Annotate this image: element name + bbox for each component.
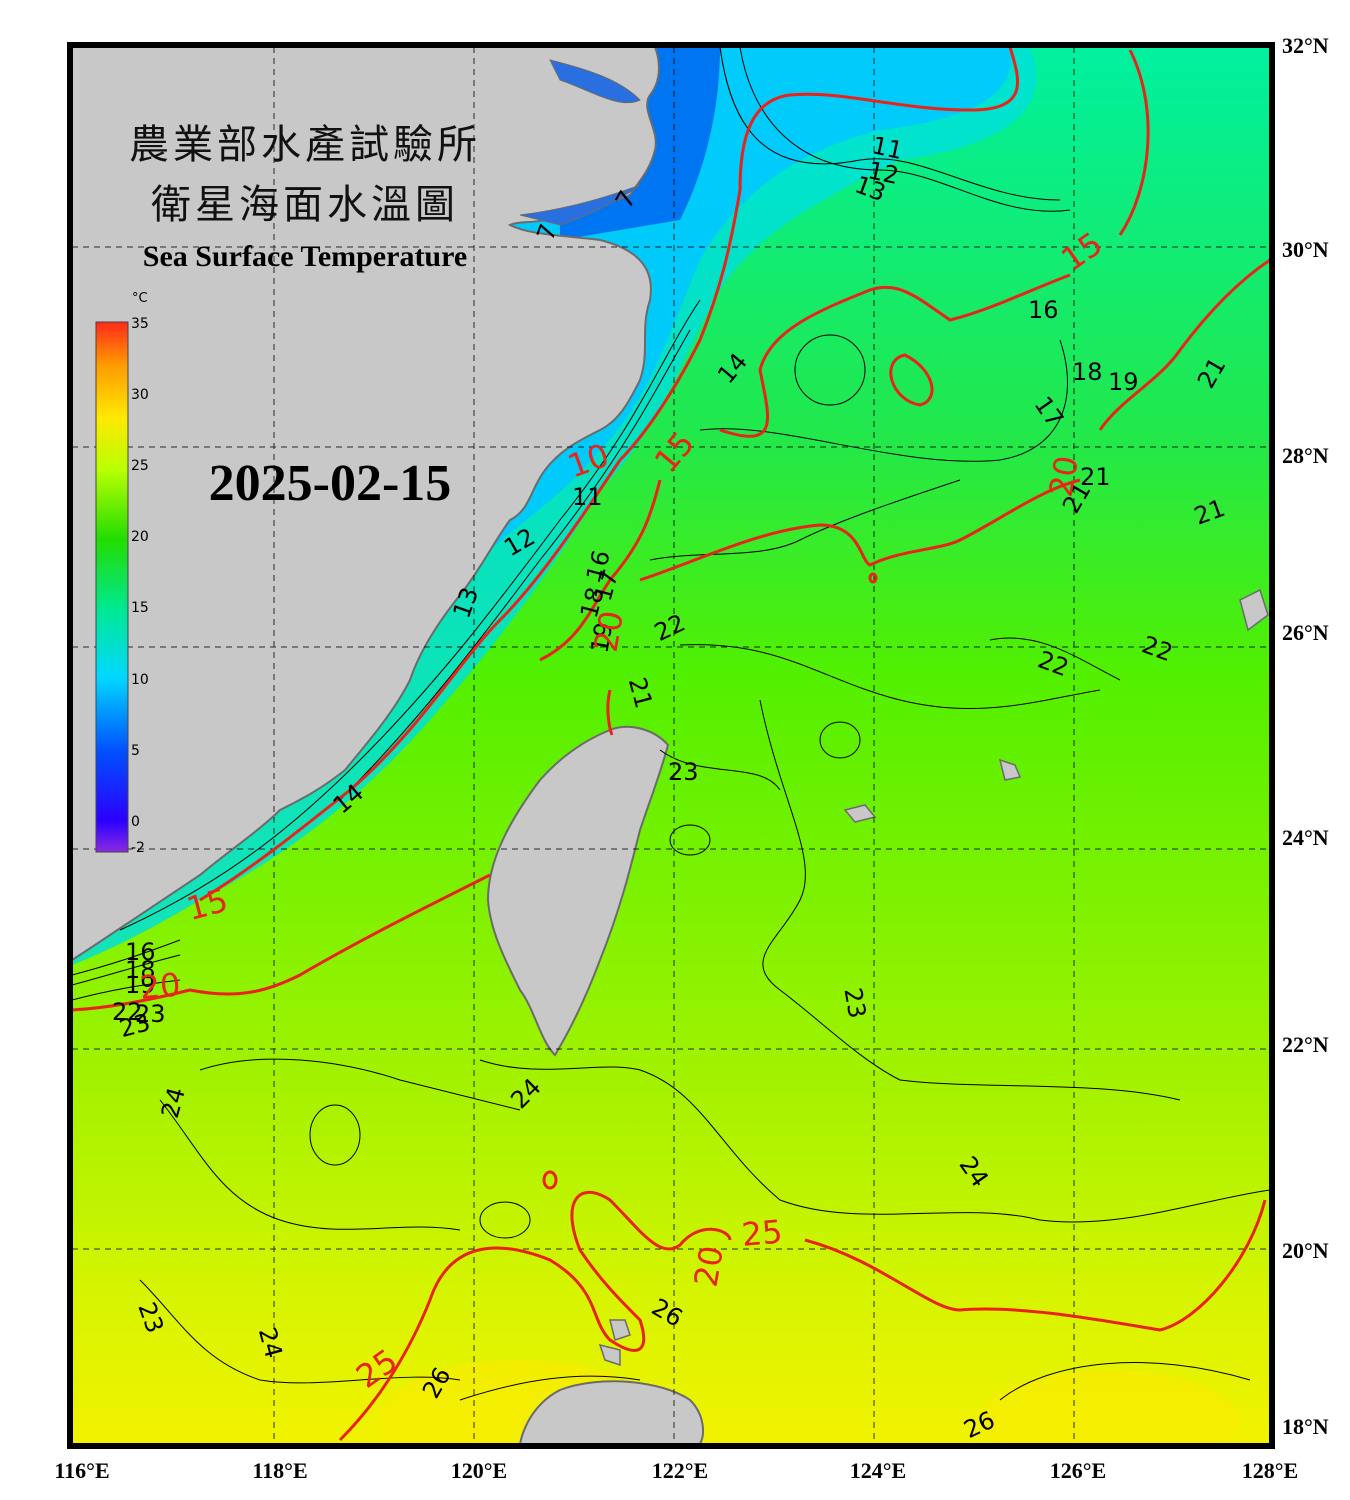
lat-label: 28°N [1282,443,1329,468]
contour-label: 12 [866,156,902,190]
contour-label: 22 [112,998,143,1026]
map-frame [67,42,1275,1449]
colorbar-tick: 30 [131,387,149,403]
contour-label: 18 [125,956,156,984]
contour-label: 23 [135,1000,166,1028]
major-isotherms [72,47,1270,1442]
lon-label: 126°E [1050,1458,1106,1483]
colorbar-tick: 15 [131,600,149,616]
map-date: 2025-02-15 [209,455,452,512]
contour-label: 16 [125,938,156,966]
lat-label: 30°N [1282,237,1329,262]
contour-label: 19 [585,620,618,655]
colorbar-tick: 0 [131,814,140,830]
colorbar-unit: °C [132,291,148,306]
graticule [72,47,1270,1444]
title-zh-line1: 農業部水產試驗所 [129,122,481,168]
contour-label: 19 [1108,368,1139,396]
colorbar-tick: 35 [131,316,149,332]
lon-label: 118°E [252,1458,307,1483]
longitude-labels: 116°E 118°E 120°E 122°E 124°E 126°E 128°… [54,1458,1298,1483]
title-en: Sea Surface Temperature [143,240,467,273]
lat-label: 20°N [1282,1238,1329,1263]
colorbar-tick: 20 [131,529,149,545]
latitude-labels: 32°N 30°N 28°N 26°N 24°N 22°N 20°N 18°N [1282,33,1329,1439]
map-title: 農業部水產試驗所 衛星海面水溫圖 Sea Surface Temperature [129,122,481,273]
land-masses [72,47,1269,1444]
yangtze-estuary [519,59,641,226]
lat-label: 24°N [1282,825,1329,850]
contour-label-red: 20 [1042,453,1086,500]
lat-label: 22°N [1282,1032,1329,1057]
minor-isotherms [72,47,1270,1401]
colorbar-tick: 5 [131,743,140,759]
lon-label: 116°E [54,1458,109,1483]
islands-east [598,588,1269,1367]
lat-label: 18°N [1282,1414,1329,1439]
contour-label: 11 [870,131,906,165]
contour-label: 18 [1072,358,1103,386]
contour-label: 19 [125,971,156,999]
contour-label-red: 20 [687,1243,731,1290]
contour-label: 16 [1028,296,1059,324]
contour-label: 11 [572,483,603,511]
lon-label: 124°E [850,1458,906,1483]
title-zh-line2: 衛星海面水溫圖 [151,182,459,228]
contour-label-red: 20 [587,608,631,655]
lat-label: 32°N [1282,33,1329,58]
luzon-island [518,1380,704,1444]
colorbar-tick: 25 [131,458,149,474]
contour-label: 23 [838,986,871,1021]
colorbar: °C 35 30 25 20 15 10 5 0 -2 [95,291,149,856]
lon-label: 120°E [451,1458,507,1483]
contour-label-red: 25 [740,1212,784,1253]
colorbar-tick: -2 [131,840,145,856]
contour-label-red: 20 [138,965,182,1006]
lon-label: 122°E [652,1458,708,1483]
lat-label: 26°N [1282,620,1329,645]
contour-label: 21 [1080,463,1111,491]
colorbar-ramp [95,321,129,853]
colorbar-tick: 10 [131,672,149,688]
contour-label: 23 [668,758,699,786]
lon-label: 128°E [1242,1458,1298,1483]
taiwan-island [486,725,670,1057]
